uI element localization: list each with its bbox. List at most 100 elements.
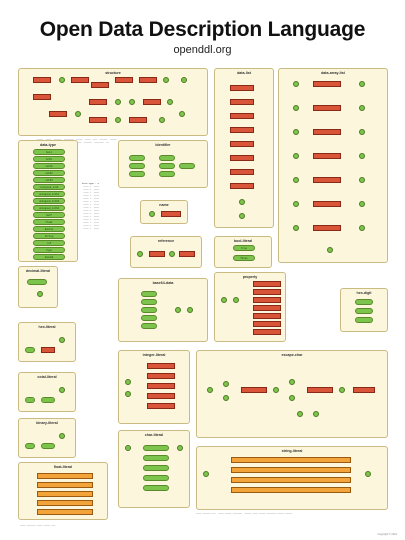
panel-title: float-literal [53,465,73,469]
data-type-token: string [33,233,65,239]
token-dot [163,77,169,83]
rule-box [147,373,175,379]
panel-title: char-literal [144,433,164,437]
token-box [141,299,157,305]
rule-box [253,321,281,327]
data-type-token: half [33,212,65,218]
token-dot [59,387,65,393]
rule-box [313,105,341,111]
data-type-token: unsigned_int16 [33,191,65,197]
structure-panel: structure [18,68,208,136]
grammar-text: data-type ::= ──── ─ ──── ──── ─ ──── ──… [82,182,100,230]
char-literal-panel: char-literal [118,430,190,508]
rule-box [161,211,181,217]
data-type-panel: data-type bool int8 int16 int32 int64 unsigne… [18,140,78,262]
decimal-literal-panel: decimal-literal [18,266,58,308]
token-dot [75,111,81,117]
token-dot [175,307,181,313]
rule-box [37,491,93,497]
rule-box [353,387,375,393]
rule-box [37,500,93,506]
token-dot [221,297,227,303]
rule-box [139,77,157,83]
token-dot [233,297,239,303]
data-list-panel: data-list [214,68,274,228]
panel-title: hex-literal [38,325,56,329]
token-box: true [233,245,255,251]
rule-box [91,82,109,88]
data-type-token: double [33,226,65,232]
token-box [143,465,169,471]
token-dot [359,225,365,231]
token-box: false [233,255,255,261]
rule-box [313,177,341,183]
data-type-token: int8 [33,156,65,162]
rule-box [230,113,254,119]
data-type-token: base64 [33,254,65,260]
token-dot [223,395,229,401]
token-box [159,163,175,169]
rule-box [37,473,93,479]
rule-box [147,363,175,369]
data-type-token: int32 [33,170,65,176]
integer-literal-panel: integer-literal [118,350,190,424]
token-dot [359,81,365,87]
copyright: Copyright © 2021 [377,533,398,536]
token-box [143,445,169,451]
token-dot [223,381,229,387]
token-dot [239,199,245,205]
token-dot [125,391,131,397]
rule-box [241,387,267,393]
rule-box [89,99,107,105]
rule-box [71,77,89,83]
token-dot [293,225,299,231]
grammar-text: ──── ────── ─── ──── ───── ─────── ─────… [196,512,292,515]
token-box [25,397,35,403]
token-box [129,155,145,161]
data-type-token: int16 [33,163,65,169]
rule-box [231,487,351,493]
token-box [159,171,175,177]
token-dot [115,99,121,105]
token-dot [203,471,209,477]
token-dot [59,433,65,439]
token-dot [273,387,279,393]
data-type-token: unsigned_int32 [33,198,65,204]
rule-box [230,183,254,189]
token-box [27,279,47,285]
rule-box [147,393,175,399]
panel-title: identifier [155,143,171,147]
rule-box [313,129,341,135]
token-dot [327,247,333,253]
rule-box [231,467,351,473]
rule-box [230,141,254,147]
rule-box [230,155,254,161]
identifier-panel: identifier [118,140,208,188]
token-box [141,307,157,313]
token-dot [167,99,173,105]
token-dot [239,213,245,219]
panel-title: octal-literal [37,375,57,379]
rule-box [230,99,254,105]
token-dot [207,387,213,393]
token-dot [293,177,299,183]
string-literal-panel: string-literal [196,446,388,510]
rule-box [253,305,281,311]
data-type-token: bool [33,149,65,155]
token-dot [297,411,303,417]
token-box [355,317,373,323]
token-dot [359,201,365,207]
rule-box [253,289,281,295]
token-box [355,299,373,305]
rule-box [115,77,133,83]
token-dot [159,117,165,123]
panel-title: bool-literal [233,239,253,243]
rule-box [231,457,351,463]
token-dot [365,471,371,477]
panel-title: structure [105,71,121,75]
panel-title: escape-char [281,353,303,357]
rule-box [230,85,254,91]
token-dot [177,445,183,451]
data-type-token: float [33,219,65,225]
token-dot [187,307,193,313]
